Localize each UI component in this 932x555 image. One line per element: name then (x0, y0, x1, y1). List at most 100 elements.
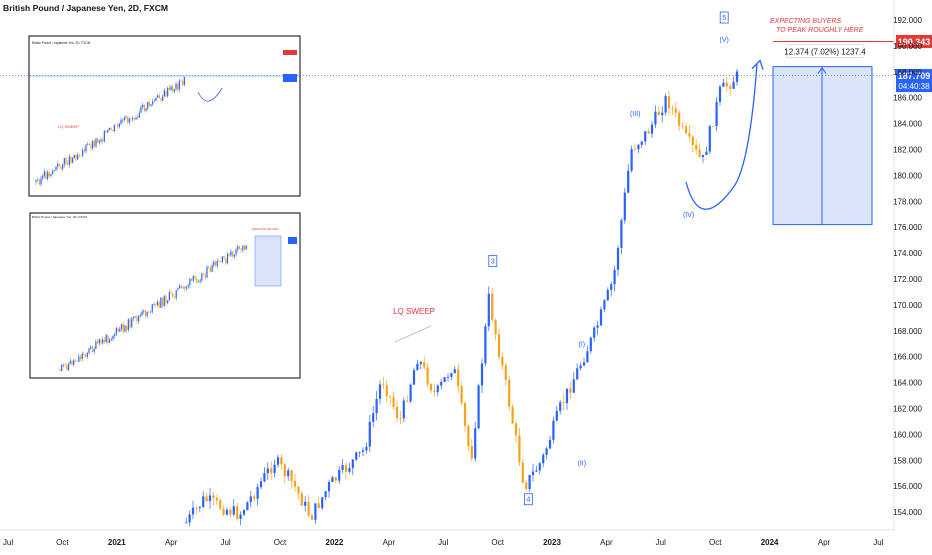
inset-candle-body (177, 288, 179, 291)
candle-body (225, 509, 229, 515)
candle-body (351, 459, 354, 469)
last-price-badge (896, 69, 932, 93)
candle-body (725, 82, 728, 87)
inset-candle-body (58, 163, 60, 167)
inset-candle-body (145, 108, 147, 111)
candle-body (644, 131, 647, 142)
inset-candle-body (187, 285, 189, 287)
inset-candle-body (67, 163, 69, 165)
candle-body (715, 101, 718, 127)
inset-candle-body (162, 96, 164, 101)
inset-candle-body (78, 356, 80, 362)
inset-candle-body (79, 356, 82, 360)
inset-candle-body (140, 107, 142, 113)
inset-candle-body (143, 310, 145, 312)
candle-body (419, 362, 422, 364)
inset-candle-body (180, 285, 182, 288)
inset-candle-body (221, 256, 223, 263)
inset-candle-body (45, 171, 47, 179)
candle-body (276, 457, 280, 465)
inset-candle-body (208, 267, 210, 268)
time-tick-label: Apr (165, 538, 178, 547)
measure-label: 12.374 (7.02%) 1237.4 (784, 48, 866, 57)
candle-body (701, 154, 705, 157)
candle-body (273, 464, 276, 473)
time-tick-label: Jul (220, 538, 230, 547)
candle-body (474, 428, 477, 459)
time-tick-label: Jul (873, 538, 883, 547)
candle-body (436, 385, 439, 393)
price-tick-label: 166.000 (893, 353, 922, 362)
candle-body (219, 500, 222, 509)
time-axis[interactable]: Jul Oct 2021 Apr Jul Oct 2022 Apr Jul Oct 2023 Apr J… (0, 529, 894, 547)
candle-body (613, 269, 616, 285)
expecting-label-line2: TO PEAK ROUGHLY HERE (776, 27, 864, 34)
candle-body (491, 293, 494, 320)
inset-candle-body (92, 140, 94, 149)
inset-candle-body (163, 296, 165, 306)
wave-label: 4 (526, 497, 530, 504)
inset-candle-body (66, 364, 68, 370)
inset-candle-body (141, 311, 143, 315)
chart-title: British Pound / Japanese Yen, 2D, FXCM (3, 3, 168, 13)
candle-body (212, 495, 215, 498)
candle-body (623, 192, 626, 221)
inset-candle-body (125, 117, 127, 118)
inset-candle-body (65, 158, 67, 164)
candle-body (535, 470, 538, 472)
inset-candle-body (148, 311, 150, 313)
candle-body (399, 418, 402, 419)
time-tick-label: Jul (656, 538, 666, 547)
candle-body (321, 497, 324, 508)
candle-body (712, 126, 715, 127)
price-axis[interactable]: 154.000 156.000 158.000 160.000 162.000 164.0… (893, 0, 923, 530)
inset-candle-body (124, 325, 126, 332)
inset-candle-body (72, 157, 74, 163)
inset-candle-body (137, 117, 139, 119)
inset-candle-body (103, 131, 105, 142)
candle-body (596, 325, 599, 328)
price-tick-label: 158.000 (893, 456, 922, 465)
candle-body (620, 220, 623, 248)
candle-body (735, 71, 739, 82)
inset-candle-body (77, 154, 79, 160)
price-tick-label: 178.000 (893, 197, 922, 206)
candle-body (463, 403, 467, 426)
inset-candle-body (102, 139, 104, 142)
inset-candle-body (131, 318, 133, 328)
inset-candle-body (228, 254, 230, 256)
inset-candle-body (130, 118, 132, 120)
candle-body (637, 144, 640, 150)
inset-candle-body (108, 339, 111, 343)
candle-body (630, 149, 633, 171)
candle-body (460, 386, 463, 404)
inset-candle-body (170, 292, 172, 294)
candle-body (327, 482, 331, 492)
wave-label: (IV) (683, 212, 694, 219)
inset-candle-body (153, 303, 155, 305)
candle-body (661, 112, 664, 116)
inset-candle-body (157, 95, 159, 98)
inset-candle-body (213, 261, 215, 266)
inset-candle-body (105, 131, 107, 133)
inset-candle-body (71, 360, 73, 365)
inset-candle-body (211, 265, 213, 272)
inset-candle-body (57, 163, 59, 167)
candle-body (259, 481, 263, 488)
inset-candle-body (52, 170, 54, 175)
inset-candle-body (135, 118, 137, 120)
countdown-label: 04:40:38 (898, 82, 930, 91)
candle-body (290, 470, 293, 481)
candlestick-series (185, 68, 739, 527)
inset-candle-body (115, 124, 117, 126)
inset-candle-body (59, 370, 61, 372)
candle-body (331, 477, 334, 483)
inset-candle-body (223, 256, 225, 259)
candle-body (440, 381, 443, 386)
candle-body (718, 86, 722, 102)
inset-candle-body (204, 274, 206, 278)
time-tick-label: 2024 (761, 538, 779, 547)
inset-candle-body (178, 80, 180, 90)
